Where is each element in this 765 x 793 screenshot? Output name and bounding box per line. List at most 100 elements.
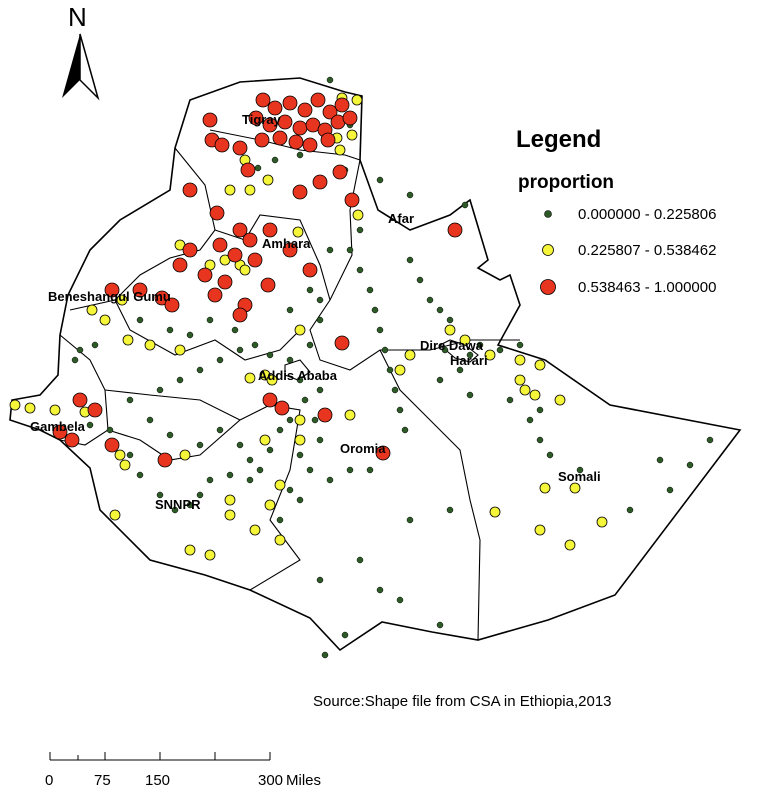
point-mid: [204, 549, 216, 561]
point-mid: [444, 324, 456, 336]
point-low: [686, 461, 694, 469]
point-mid: [144, 339, 156, 351]
legend: Legend proportion 0.000000 - 0.225806 0.…: [516, 126, 716, 296]
point-mid: [489, 506, 501, 518]
point-mid: [184, 544, 196, 556]
scale-label: 0: [45, 772, 53, 789]
point-mid: [224, 494, 236, 506]
point-low: [296, 451, 304, 459]
point-low: [446, 316, 454, 324]
point-low: [176, 376, 184, 384]
point-mid: [122, 334, 134, 346]
north-label: N: [68, 2, 87, 32]
legend-swatch-low: [544, 210, 552, 218]
point-high: [217, 274, 233, 290]
point-high: [254, 132, 270, 148]
point-high: [267, 100, 283, 116]
point-low: [296, 376, 304, 384]
region-label: Amhara: [262, 236, 311, 251]
point-mid: [554, 394, 566, 406]
point-low: [406, 191, 414, 199]
legend-item-label: 0.538463 - 1.000000: [578, 279, 716, 296]
point-high: [292, 184, 308, 200]
point-low: [366, 286, 374, 294]
point-mid: [224, 509, 236, 521]
point-low: [441, 346, 449, 354]
point-low: [466, 391, 474, 399]
point-low: [426, 296, 434, 304]
point-low: [286, 486, 294, 494]
point-low: [466, 351, 474, 359]
point-low: [296, 151, 304, 159]
point-mid: [596, 516, 608, 528]
point-low: [266, 351, 274, 359]
point-low: [386, 366, 394, 374]
region-label: Somali: [558, 469, 601, 484]
point-low: [346, 246, 354, 254]
point-mid: [109, 509, 121, 521]
point-high: [262, 222, 278, 238]
point-low: [296, 496, 304, 504]
point-low: [216, 356, 224, 364]
point-high: [209, 205, 225, 221]
point-high: [302, 262, 318, 278]
point-low: [516, 341, 524, 349]
point-high: [332, 164, 348, 180]
point-low: [436, 621, 444, 629]
point-low: [356, 556, 364, 564]
point-high: [277, 114, 293, 130]
point-low: [546, 451, 554, 459]
point-high: [227, 247, 243, 263]
point-mid: [266, 374, 278, 386]
point-low: [346, 466, 354, 474]
point-mid: [344, 409, 356, 421]
point-low: [136, 316, 144, 324]
point-low: [196, 441, 204, 449]
point-high: [248, 110, 264, 126]
point-low: [356, 226, 364, 234]
point-high: [297, 102, 313, 118]
point-low: [626, 506, 634, 514]
region-label: Gambela: [30, 419, 86, 434]
point-low: [536, 436, 544, 444]
point-high: [302, 137, 318, 153]
point-high: [87, 402, 103, 418]
point-high: [288, 134, 304, 150]
region-boundaries: [59, 129, 520, 641]
point-low: [326, 246, 334, 254]
point-low: [226, 471, 234, 479]
scale-label: 300: [258, 772, 283, 789]
point-low: [126, 451, 134, 459]
point-mid: [119, 459, 131, 471]
point-low: [706, 436, 714, 444]
point-low: [376, 176, 384, 184]
point-mid: [49, 404, 61, 416]
point-high: [282, 242, 298, 258]
point-low: [321, 651, 329, 659]
region-label: Beneshangul Gumu: [48, 289, 171, 304]
point-high: [344, 192, 360, 208]
point-high: [232, 222, 248, 238]
point-low: [376, 326, 384, 334]
scale-label: 150: [145, 772, 170, 789]
point-low: [576, 466, 584, 474]
point-low: [136, 471, 144, 479]
point-mid: [244, 372, 256, 384]
point-high: [272, 130, 288, 146]
scale-bar: [49, 752, 271, 761]
point-low: [166, 431, 174, 439]
legend-title: Legend: [516, 126, 601, 153]
point-low: [416, 276, 424, 284]
point-high: [255, 92, 271, 108]
point-mid: [529, 389, 541, 401]
point-low: [246, 476, 254, 484]
point-low: [396, 406, 404, 414]
ethiopia-outline: [9, 77, 742, 652]
point-low: [326, 476, 334, 484]
point-high: [262, 117, 278, 133]
point-mid: [534, 359, 546, 371]
point-low: [216, 426, 224, 434]
point-mid: [351, 94, 363, 106]
point-low: [316, 316, 324, 324]
